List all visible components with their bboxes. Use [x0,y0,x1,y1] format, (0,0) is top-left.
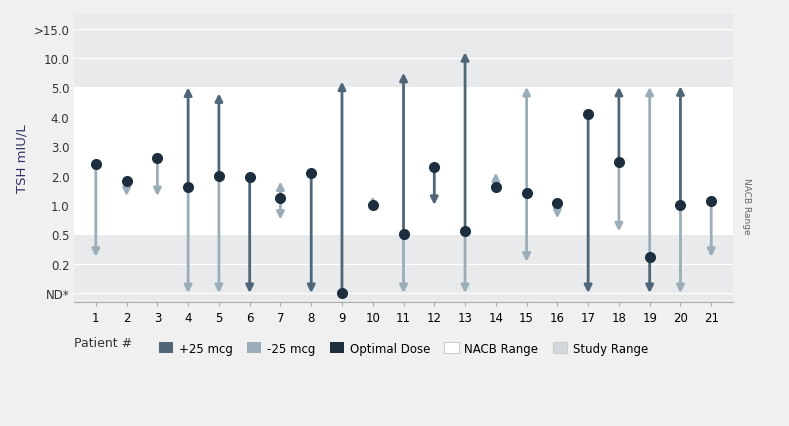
Text: NACB Range: NACB Range [742,177,751,234]
Text: Patient #: Patient # [74,337,133,350]
Legend: +25 mcg, -25 mcg, Optimal Dose, NACB Range, Study Range: +25 mcg, -25 mcg, Optimal Dose, NACB Ran… [155,337,653,360]
Y-axis label: TSH mIU/L: TSH mIU/L [15,124,28,193]
Bar [74,88,733,235]
Bar [74,88,733,235]
